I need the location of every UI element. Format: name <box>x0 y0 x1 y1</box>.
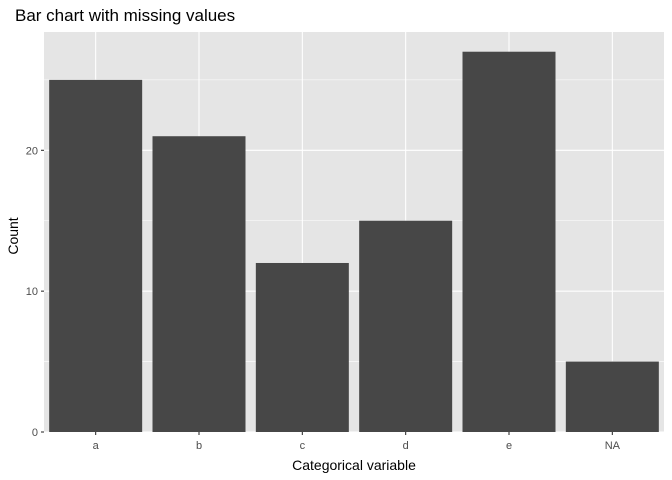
y-axis: 0 10 20 <box>26 145 44 439</box>
bar-d <box>359 220 453 432</box>
bar-a <box>49 79 143 432</box>
panel-background <box>44 32 664 432</box>
x-tick-label-d: d <box>403 440 409 452</box>
bar-e <box>462 51 556 432</box>
y-axis-title: Count <box>5 217 21 254</box>
plot-panel <box>44 32 664 433</box>
bar-NA <box>565 361 659 432</box>
y-tick-label: 20 <box>26 145 38 157</box>
x-tick-label-e: e <box>506 440 512 452</box>
y-tick-label: 0 <box>32 427 38 439</box>
bar-b <box>152 136 246 433</box>
x-axis-title: Categorical variable <box>292 457 416 473</box>
x-tick-label-a: a <box>93 440 100 452</box>
bar-c <box>255 262 349 432</box>
y-tick-label: 10 <box>26 286 38 298</box>
x-tick-label-NA: NA <box>605 440 621 452</box>
x-tick-label-b: b <box>196 440 202 452</box>
x-axis: a b c d e NA <box>93 432 621 452</box>
x-tick-label-c: c <box>300 440 306 452</box>
chart-title: Bar chart with missing values <box>15 6 235 25</box>
